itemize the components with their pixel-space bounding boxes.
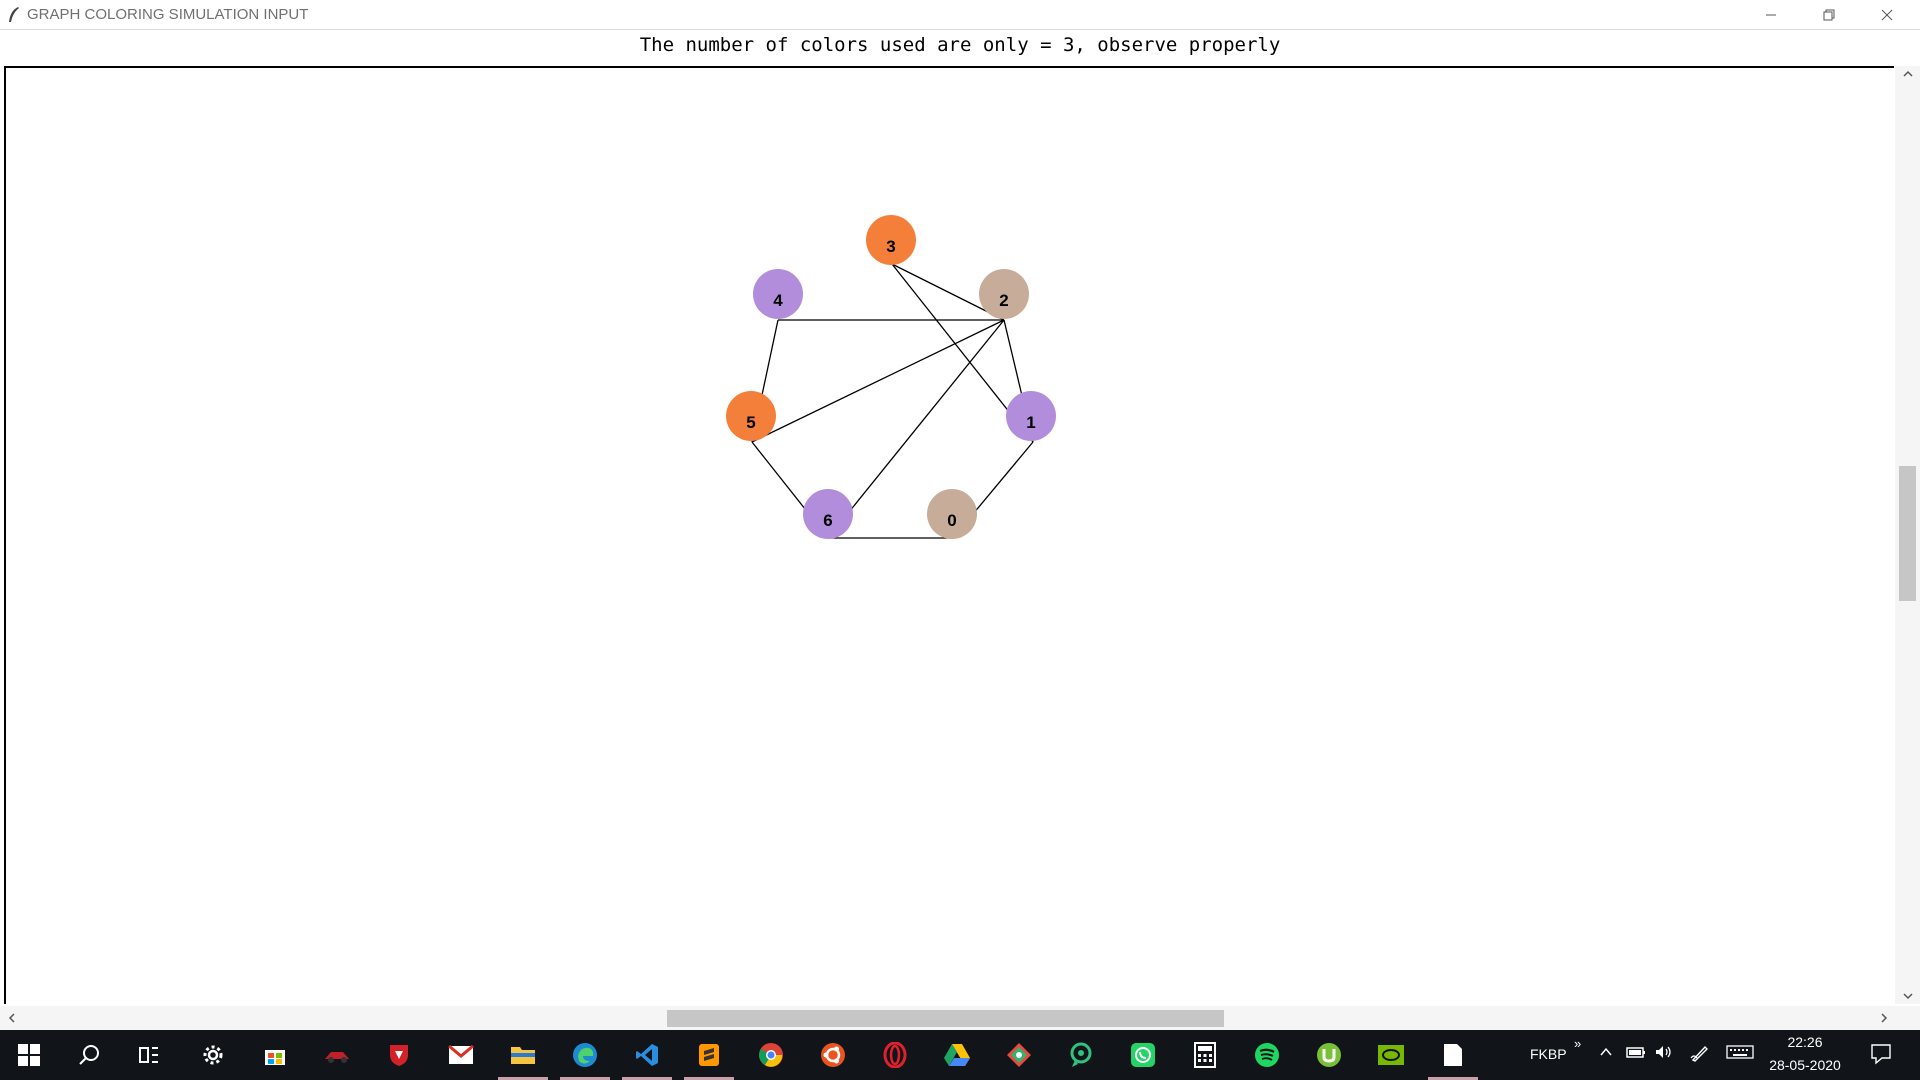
scroll-right-arrow-icon[interactable]	[1876, 1010, 1892, 1026]
gmail-icon[interactable]	[432, 1030, 490, 1080]
restore-icon	[1823, 9, 1835, 20]
language-indicator[interactable]: FKBP	[1530, 1046, 1567, 1062]
whatsapp-icon[interactable]	[1114, 1030, 1172, 1080]
keyboard-icon[interactable]	[1726, 1044, 1754, 1060]
calculator-icon[interactable]	[1176, 1030, 1234, 1080]
notifications-icon[interactable]	[1870, 1043, 1892, 1065]
graph-node-2	[979, 269, 1029, 319]
clock-time[interactable]: 22:26	[1787, 1034, 1823, 1050]
sublime-text-icon[interactable]	[680, 1030, 738, 1080]
volume-icon[interactable]	[1654, 1044, 1674, 1060]
active-indicator	[622, 1077, 672, 1080]
minimize-icon	[1766, 14, 1776, 15]
graph-canvas[interactable]: 0 1 2 3 4 5 6	[4, 66, 1894, 1004]
spotify-icon[interactable]	[1238, 1030, 1296, 1080]
utorrent-icon[interactable]	[1300, 1030, 1358, 1080]
graph-node-0	[927, 489, 977, 539]
nvidia-icon[interactable]	[1362, 1030, 1420, 1080]
battery-icon[interactable]	[1626, 1044, 1646, 1060]
graph-edge-2-6	[827, 319, 1005, 539]
pen-icon[interactable]	[1690, 1044, 1710, 1062]
scroll-up-arrow-icon[interactable]	[1900, 66, 1916, 82]
active-indicator	[560, 1077, 610, 1080]
file-explorer-icon[interactable]	[494, 1030, 552, 1080]
vscode-icon[interactable]	[618, 1030, 676, 1080]
colors-used-message: The number of colors used are only = 3, …	[639, 34, 1281, 56]
clock-date[interactable]: 28-05-2020	[1769, 1057, 1841, 1073]
git-kraken-icon[interactable]	[990, 1030, 1048, 1080]
graph-node-4	[753, 269, 803, 319]
scroll-left-arrow-icon[interactable]	[4, 1010, 20, 1026]
scroll-down-arrow-icon[interactable]	[1900, 988, 1916, 1004]
graph-edge-3-2	[891, 263, 1005, 321]
racing-car-icon[interactable]	[308, 1030, 366, 1080]
show-hidden-icon[interactable]	[1598, 1044, 1614, 1060]
feather-icon	[9, 7, 19, 22]
notepad-icon[interactable]	[1424, 1030, 1482, 1080]
active-indicator	[498, 1077, 548, 1080]
taskbar	[0, 1030, 1920, 1080]
edge-icon[interactable]	[556, 1030, 614, 1080]
graph-node-label-1: 1	[1026, 413, 1035, 432]
opera-icon[interactable]	[866, 1030, 924, 1080]
task-view-icon[interactable]	[120, 1030, 178, 1080]
graph-drawing: 0 1 2 3 4 5 6	[726, 215, 1056, 539]
ubuntu-icon[interactable]	[804, 1030, 862, 1080]
graph-node-label-3: 3	[886, 237, 895, 256]
vertical-scrollbar-thumb[interactable]	[1899, 466, 1916, 601]
graph-node-1	[1006, 391, 1056, 441]
chrome-icon[interactable]	[742, 1030, 800, 1080]
horizontal-scrollbar-thumb[interactable]	[667, 1010, 1224, 1027]
graph-edge-2-5	[751, 319, 1005, 443]
close-icon	[1881, 9, 1893, 20]
search-icon[interactable]	[60, 1030, 118, 1080]
settings-icon[interactable]	[184, 1030, 242, 1080]
maximize-button[interactable]	[1800, 0, 1858, 29]
graph-node-label-2: 2	[999, 291, 1008, 310]
google-drive-icon[interactable]	[928, 1030, 986, 1080]
close-button[interactable]	[1858, 0, 1916, 29]
window-title: GRAPH COLORING SIMULATION INPUT	[27, 6, 309, 23]
active-indicator	[684, 1077, 734, 1080]
expand-chevron-icon[interactable]: »	[1574, 1036, 1582, 1051]
active-indicator	[1428, 1077, 1478, 1080]
screen-recorder-icon[interactable]	[1052, 1030, 1110, 1080]
title-bar[interactable]: GRAPH COLORING SIMULATION INPUT	[0, 0, 1920, 30]
minimize-button[interactable]	[1742, 0, 1800, 29]
graph-node-label-6: 6	[823, 511, 832, 530]
graph-node-label-4: 4	[773, 291, 783, 310]
windows-start-icon[interactable]	[0, 1030, 58, 1080]
msi-dragon-icon[interactable]	[370, 1030, 428, 1080]
graph-node-label-5: 5	[746, 413, 755, 432]
graph-node-label-0: 0	[947, 511, 956, 530]
graph-node-5	[726, 391, 776, 441]
store-icon[interactable]	[246, 1030, 304, 1080]
graph-node-6	[803, 489, 853, 539]
graph-node-3	[866, 215, 916, 265]
